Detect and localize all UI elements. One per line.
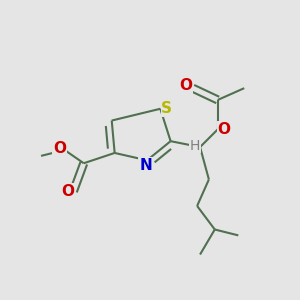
Text: O: O [218,122,231,137]
Text: O: O [53,141,66,156]
Text: S: S [161,101,172,116]
Text: N: N [139,158,152,173]
Text: O: O [61,184,75,199]
Text: H: H [190,139,200,153]
Text: O: O [180,78,193,93]
